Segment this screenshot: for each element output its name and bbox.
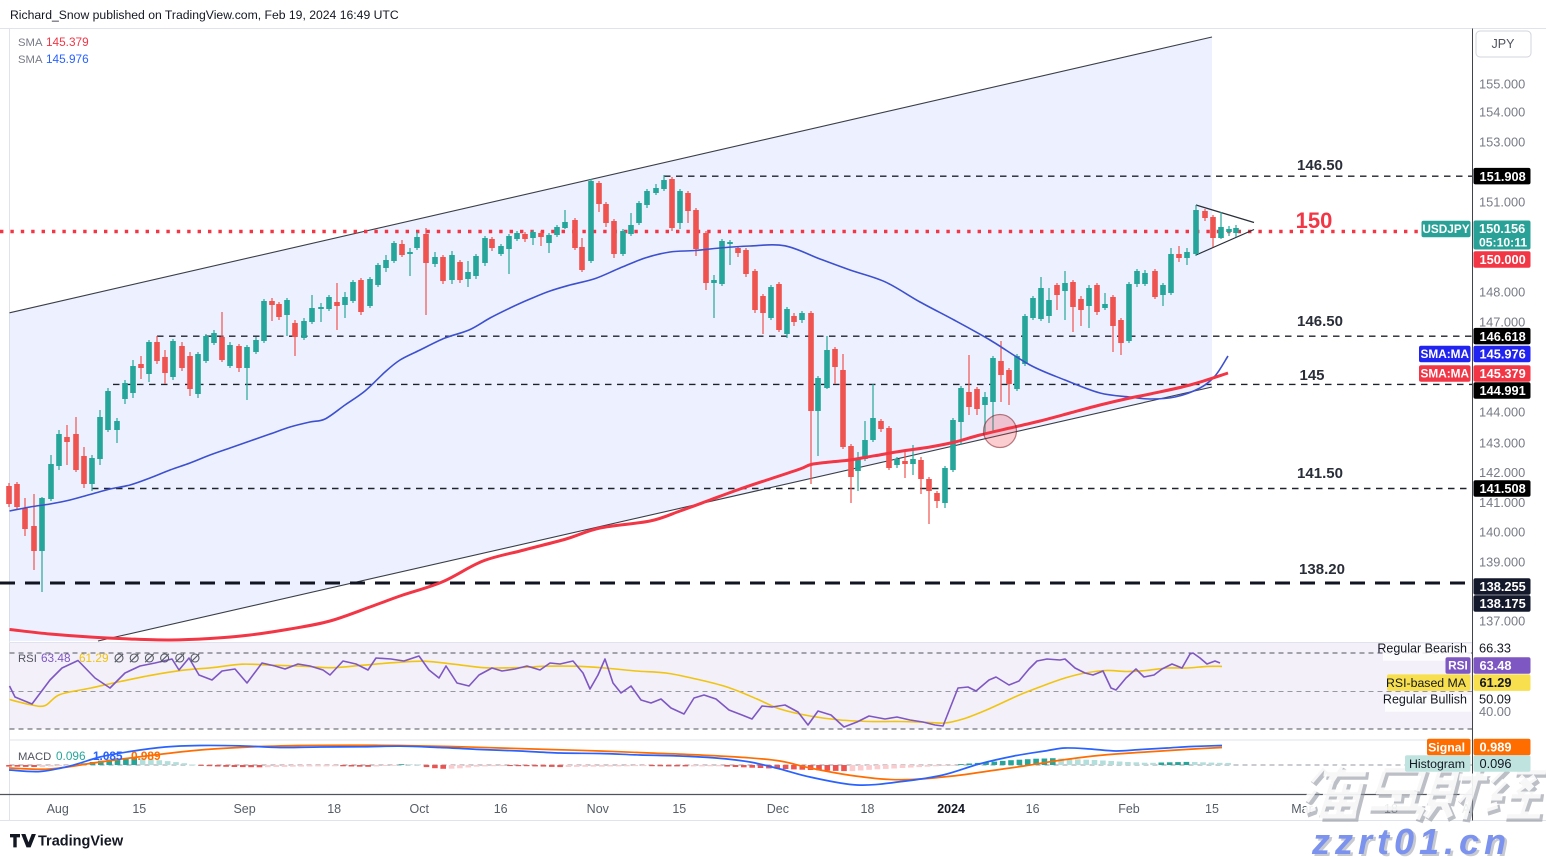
svg-text:SMA: SMA [18, 37, 43, 49]
svg-text:USDJPY: USDJPY [1422, 222, 1469, 236]
svg-text:16: 16 [1026, 802, 1040, 816]
svg-text:145.379: 145.379 [46, 35, 89, 49]
svg-text:0.989: 0.989 [131, 749, 161, 763]
svg-text:145.976: 145.976 [46, 52, 89, 66]
svg-text:Signal: Signal [1428, 740, 1465, 754]
svg-text:SMA:MA: SMA:MA [1421, 367, 1470, 381]
svg-text:155.000: 155.000 [1479, 77, 1525, 92]
svg-text:147.000: 147.000 [1479, 315, 1525, 330]
svg-text:Oct: Oct [409, 802, 429, 816]
svg-text:Nov: Nov [587, 802, 610, 816]
svg-text:63.48: 63.48 [41, 651, 71, 665]
svg-text:05:10:11: 05:10:11 [1479, 236, 1527, 250]
svg-text:zzrt01.cn: zzrt01.cn [1311, 821, 1511, 857]
svg-text:151.908: 151.908 [1480, 169, 1526, 184]
svg-text:Sep: Sep [233, 802, 255, 816]
svg-text:143.000: 143.000 [1479, 436, 1525, 451]
svg-text:16: 16 [494, 802, 508, 816]
svg-text:145.976: 145.976 [1480, 347, 1526, 362]
svg-text:138.20: 138.20 [1299, 561, 1345, 578]
svg-text:Regular Bullish: Regular Bullish [1383, 693, 1467, 707]
svg-text:18: 18 [861, 802, 875, 816]
svg-text:138.175: 138.175 [1480, 596, 1526, 611]
svg-text:Richard_Snow published on Trad: Richard_Snow published on TradingView.co… [10, 8, 399, 22]
svg-text:Regular Bearish: Regular Bearish [1377, 642, 1467, 656]
svg-text:150.156: 150.156 [1479, 221, 1525, 236]
svg-text:145: 145 [1299, 367, 1324, 384]
svg-text:Aug: Aug [47, 802, 69, 816]
svg-text:15: 15 [1205, 802, 1219, 816]
svg-text:141.508: 141.508 [1480, 481, 1526, 496]
svg-text:15: 15 [672, 802, 686, 816]
svg-text:1.085: 1.085 [93, 749, 123, 763]
svg-text:RSI: RSI [1448, 659, 1468, 673]
svg-text:63.48: 63.48 [1480, 658, 1512, 673]
svg-text:66.33: 66.33 [1479, 641, 1511, 656]
svg-text:150: 150 [1296, 208, 1333, 233]
svg-text:TradingView: TradingView [38, 834, 124, 850]
svg-text:138.255: 138.255 [1480, 579, 1526, 594]
svg-text:0.989: 0.989 [1480, 740, 1512, 755]
svg-text:153.000: 153.000 [1479, 135, 1525, 150]
svg-text:JPY: JPY [1492, 37, 1516, 51]
svg-text:zzrt01.cn: zzrt01.cn [1314, 823, 1514, 857]
svg-text:RSI: RSI [18, 653, 37, 665]
svg-text:SMA: SMA [18, 54, 43, 66]
svg-text:140.000: 140.000 [1479, 525, 1525, 540]
svg-text:40.00: 40.00 [1479, 704, 1511, 719]
svg-text:144.991: 144.991 [1480, 383, 1526, 398]
svg-text:146.618: 146.618 [1480, 329, 1526, 344]
svg-text:Dec: Dec [767, 802, 789, 816]
svg-text:148.000: 148.000 [1479, 285, 1525, 300]
svg-text:154.000: 154.000 [1479, 105, 1525, 120]
svg-text:146.50: 146.50 [1297, 313, 1343, 330]
svg-text:141.50: 141.50 [1297, 465, 1343, 482]
svg-text:18: 18 [327, 802, 341, 816]
svg-text:15: 15 [132, 802, 146, 816]
svg-text:150.000: 150.000 [1480, 252, 1526, 267]
svg-text:SMA:MA: SMA:MA [1421, 347, 1470, 361]
svg-text:151.000: 151.000 [1479, 195, 1525, 210]
svg-text:MACD: MACD [18, 751, 51, 763]
svg-text:0.096: 0.096 [56, 749, 86, 763]
svg-text:137.000: 137.000 [1479, 614, 1525, 629]
svg-text:RSI-based MA: RSI-based MA [1386, 676, 1467, 690]
svg-text:Feb: Feb [1118, 802, 1140, 816]
svg-text:144.000: 144.000 [1479, 405, 1525, 420]
svg-text:139.000: 139.000 [1479, 555, 1525, 570]
svg-text:50.09: 50.09 [1479, 692, 1511, 707]
svg-text:145.379: 145.379 [1480, 366, 1526, 381]
svg-text:61.29: 61.29 [79, 651, 109, 665]
svg-text:142.000: 142.000 [1479, 465, 1525, 480]
svg-text:0.096: 0.096 [1480, 756, 1512, 771]
svg-text:2024: 2024 [937, 802, 965, 816]
svg-text:141.000: 141.000 [1479, 495, 1525, 510]
svg-text:146.50: 146.50 [1297, 157, 1343, 174]
svg-text:61.29: 61.29 [1480, 675, 1512, 690]
svg-text:Histogram: Histogram [1409, 757, 1465, 771]
